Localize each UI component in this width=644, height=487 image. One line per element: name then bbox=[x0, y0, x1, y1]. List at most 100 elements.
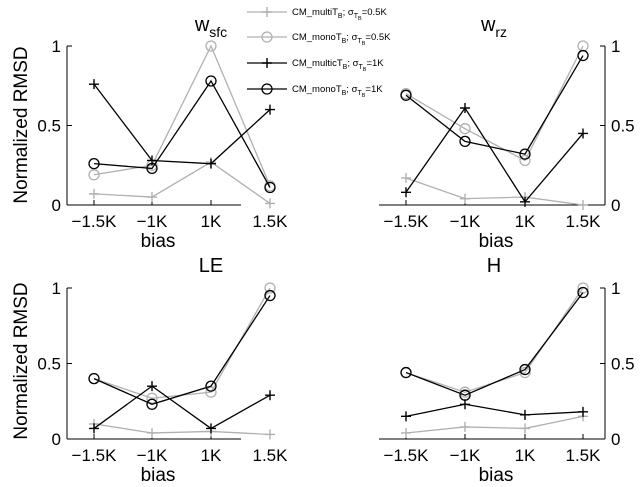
y-tick-label: 0.5 bbox=[611, 117, 635, 136]
series-line bbox=[93, 44, 271, 187]
panel-title-subscript: rz bbox=[495, 24, 507, 40]
point-marker bbox=[264, 282, 276, 294]
point-marker bbox=[401, 411, 411, 422]
x-tick-label: −1.5K bbox=[384, 212, 430, 231]
panel-title-subscript: sfc bbox=[209, 24, 227, 40]
legend-label: CM_monoTB; σTB=0.5K bbox=[292, 32, 391, 47]
panel-title: LE bbox=[199, 255, 223, 277]
x-tick-label: 1K bbox=[515, 446, 536, 465]
x-tick-label: 1.5K bbox=[566, 446, 602, 465]
point-marker bbox=[264, 289, 276, 302]
series-line bbox=[93, 423, 271, 436]
legend-marker bbox=[261, 83, 273, 95]
panel-3: 0 0.5 1 −1.5K −1K 1K 1.5K bias LE bbox=[37, 255, 288, 486]
panels: 0 0.5 1 −1.5K −1K 1K 1.5K bias wsfc 0 0.5 1 −1.5K −1K… bbox=[37, 14, 634, 486]
series-line bbox=[405, 45, 584, 162]
panel-title: wsfc bbox=[194, 14, 227, 40]
series-3 bbox=[89, 381, 275, 434]
point-marker bbox=[146, 392, 158, 404]
point-marker bbox=[460, 193, 470, 204]
point-marker bbox=[89, 423, 99, 434]
point-marker bbox=[88, 372, 100, 385]
x-tick-label: 1K bbox=[201, 212, 222, 231]
x-tick-label: 1.5K bbox=[566, 212, 602, 231]
point-marker bbox=[265, 390, 275, 401]
point-marker bbox=[88, 158, 100, 170]
panel-2: 0 0.5 1 −1.5K −1K 1K 1.5K bias wrz bbox=[379, 14, 635, 252]
point-marker bbox=[460, 399, 470, 410]
series-line bbox=[93, 161, 271, 204]
series-3 bbox=[401, 103, 588, 207]
panel-1: 0 0.5 1 −1.5K −1K 1K 1.5K bias wsfc bbox=[37, 14, 288, 252]
legend-entry-3: CM_multicTB; σTB=1K bbox=[247, 58, 384, 73]
series-line bbox=[93, 287, 271, 399]
point-marker bbox=[401, 427, 411, 438]
x-tick-label: 1.5K bbox=[253, 212, 289, 231]
point-marker bbox=[577, 286, 589, 299]
legend-entry-2: CM_monoTB; σTB=0.5K bbox=[247, 31, 391, 47]
point-marker bbox=[459, 389, 471, 401]
point-marker bbox=[401, 187, 411, 198]
legend-label: CM_multiTB; σTB=0.5K bbox=[292, 7, 387, 22]
series-line bbox=[405, 287, 584, 393]
point-marker bbox=[206, 158, 216, 169]
x-tick-label: −1.5K bbox=[72, 446, 118, 465]
x-axis-label: bias bbox=[479, 465, 514, 486]
point-marker bbox=[459, 135, 471, 148]
x-tick-label: 1K bbox=[201, 446, 222, 465]
y-tick-label: 0 bbox=[611, 196, 620, 215]
x-tick-label: −1K bbox=[137, 212, 168, 231]
panel-title: H bbox=[487, 255, 501, 277]
point-marker bbox=[265, 104, 275, 115]
series-line bbox=[405, 292, 584, 396]
legend-label: CM_multicTB; σTB=1K bbox=[292, 58, 384, 73]
series-line bbox=[405, 55, 584, 155]
y-tick-label: 0 bbox=[52, 196, 61, 215]
series-2 bbox=[400, 282, 589, 398]
point-marker bbox=[205, 386, 217, 398]
ylabel-top: Normalized RMSD bbox=[11, 46, 32, 203]
series-1 bbox=[89, 418, 275, 440]
point-marker bbox=[460, 421, 470, 432]
legend-entry-4: CM_monoTB; σTB=1K bbox=[247, 83, 383, 99]
series-2 bbox=[400, 40, 589, 167]
point-marker bbox=[519, 154, 531, 167]
y-tick-label: 0 bbox=[611, 430, 620, 449]
legend: CM_multiTB; σTB=0.5K CM_monoTB; σTB=0.5K C… bbox=[247, 7, 391, 99]
point-marker bbox=[265, 198, 275, 209]
point-marker bbox=[147, 381, 157, 392]
x-tick-label: −1K bbox=[450, 446, 481, 465]
series-3 bbox=[89, 79, 275, 169]
point-marker bbox=[519, 366, 531, 379]
x-tick-label: −1K bbox=[137, 446, 168, 465]
y-tick-label: 0 bbox=[52, 430, 61, 449]
point-marker bbox=[519, 148, 531, 160]
point-marker bbox=[146, 398, 158, 410]
y-tick-label: 1 bbox=[611, 37, 620, 56]
point-marker bbox=[89, 79, 99, 90]
y-tick-label: 0.5 bbox=[37, 355, 61, 374]
x-tick-label: −1.5K bbox=[384, 446, 430, 465]
legend-marker bbox=[262, 7, 272, 17]
point-marker bbox=[205, 75, 217, 87]
point-marker bbox=[577, 49, 589, 62]
series-line bbox=[405, 403, 584, 417]
point-marker bbox=[401, 172, 411, 183]
series-1 bbox=[89, 157, 275, 209]
point-marker bbox=[578, 406, 588, 417]
point-marker bbox=[460, 103, 470, 114]
point-marker bbox=[459, 386, 471, 398]
ylabel-bottom: Normalized RMSD bbox=[11, 282, 32, 439]
y-tick-label: 1 bbox=[52, 279, 61, 298]
series-line bbox=[405, 177, 584, 206]
y-tick-label: 0.5 bbox=[611, 355, 635, 374]
series-1 bbox=[401, 172, 588, 210]
panel-title: wrz bbox=[480, 14, 507, 40]
x-axis-label: bias bbox=[479, 231, 514, 252]
y-tick-label: 0.5 bbox=[37, 117, 61, 136]
point-marker bbox=[400, 89, 412, 101]
series-3 bbox=[401, 399, 588, 422]
panel-4: 0 0.5 1 −1.5K −1K 1K 1.5K bias H bbox=[379, 255, 635, 486]
series-line bbox=[93, 79, 271, 188]
